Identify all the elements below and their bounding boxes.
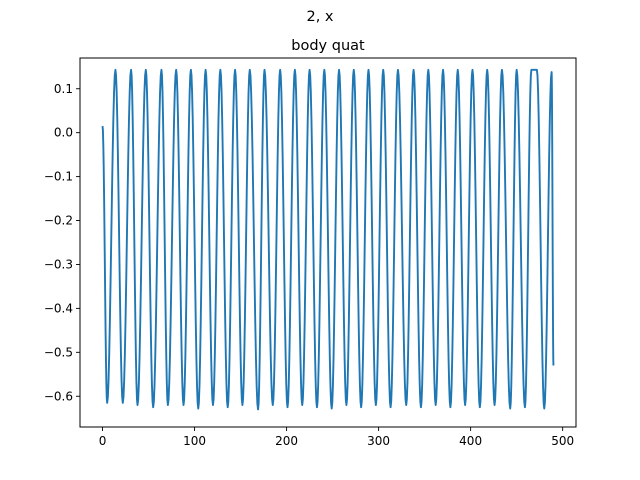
series-line bbox=[101, 68, 555, 411]
axes-title: body quat bbox=[291, 38, 365, 54]
x-tick-label: 200 bbox=[275, 434, 298, 448]
x-tick-label: 300 bbox=[367, 434, 390, 448]
y-tick-label: −0.1 bbox=[44, 170, 73, 184]
y-tick-label: −0.3 bbox=[44, 257, 73, 271]
y-tick-label: −0.2 bbox=[44, 214, 73, 228]
y-tick-label: −0.4 bbox=[44, 301, 73, 315]
x-tick-label: 0 bbox=[99, 434, 107, 448]
y-tick-label: −0.6 bbox=[44, 389, 73, 403]
x-tick-label: 100 bbox=[183, 434, 206, 448]
x-tick-label: 500 bbox=[551, 434, 574, 448]
y-tick-label: −0.5 bbox=[44, 345, 73, 359]
plot-area bbox=[101, 68, 555, 411]
y-tick-label: 0.0 bbox=[54, 126, 73, 140]
y-axis: 0.1 0.0 −0.1 −0.2 −0.3 −0.4 −0.5 −0.6 bbox=[44, 82, 80, 403]
y-tick-label: 0.1 bbox=[54, 82, 73, 96]
x-tick-label: 400 bbox=[459, 434, 482, 448]
axes-frame bbox=[79, 57, 577, 428]
figure-suptitle: 2, x bbox=[306, 9, 333, 25]
x-axis: 0 100 200 300 400 500 bbox=[99, 427, 574, 448]
